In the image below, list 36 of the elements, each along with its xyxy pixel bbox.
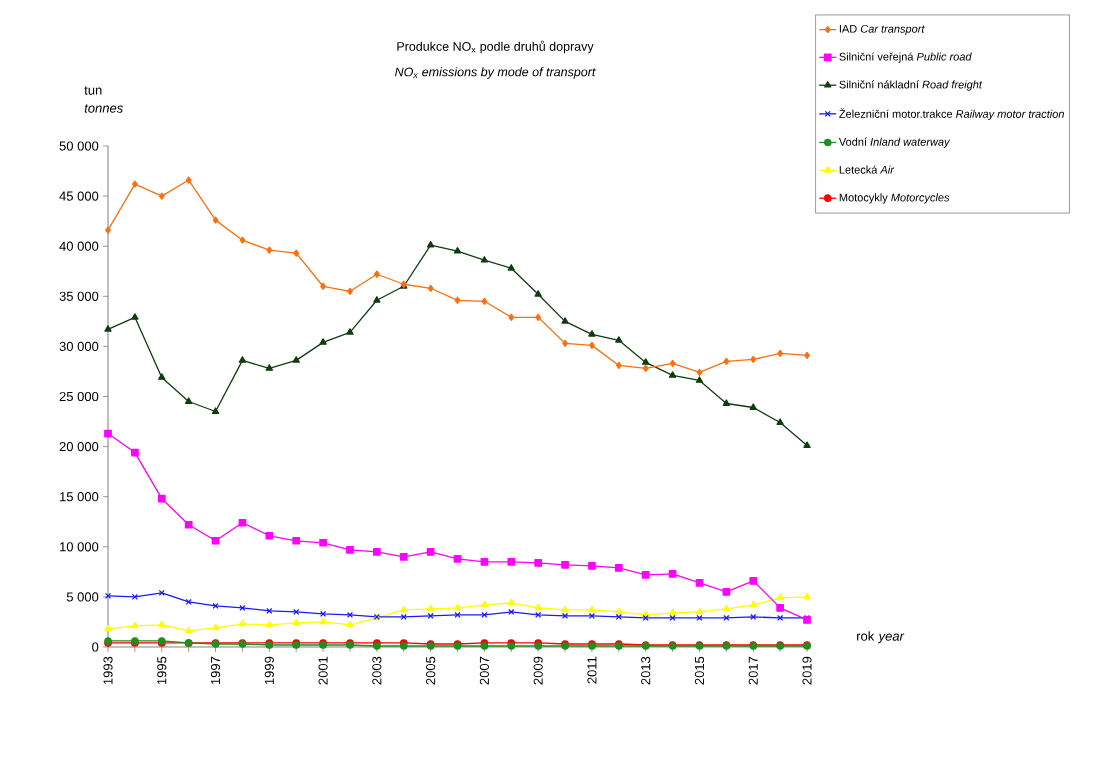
x-tick-label: 2007 xyxy=(479,656,489,685)
y-tick-label: 15 000 xyxy=(60,492,99,502)
y-tick-label: 50 000 xyxy=(59,141,99,151)
y-tick-label: 45 000 xyxy=(59,191,99,201)
legend-label: Silniční veřejná Public road xyxy=(839,52,972,63)
y-tick-label: 10 000 xyxy=(60,542,99,552)
chart-title: Produkce NO$_{x}$ podle druhů dopravy xyxy=(397,40,594,54)
x-tick-label: 1997 xyxy=(210,656,221,685)
y-tick-label: 20 000 xyxy=(59,441,99,452)
chart-subtitle: NO$_{x}$ emissions by mode of transport xyxy=(395,67,596,79)
legend-label: IAD Car transport xyxy=(839,24,925,35)
x-tick-label: 2019 xyxy=(802,656,812,685)
y-tick-label: 40 000 xyxy=(59,241,99,251)
legend-label: Motocykly Motorcycles xyxy=(839,193,950,204)
y-tick-label: 5 000 xyxy=(66,592,99,602)
x-tick-label: 2015 xyxy=(694,656,705,685)
x-tick-label: 2011 xyxy=(587,656,597,684)
y-axis-title: tun tonnes xyxy=(84,86,123,113)
y-tick-label: 35 000 xyxy=(59,291,99,301)
x-tick-label: 2001 xyxy=(318,656,328,685)
x-tick-label: 2017 xyxy=(748,656,758,685)
x-tick-label: 2009 xyxy=(533,656,543,685)
y-tick-label: 0 xyxy=(92,642,99,652)
y-tick-label: 25 000 xyxy=(59,391,99,402)
y-tick-label: 30 000 xyxy=(59,341,99,351)
legend-label: Silniční nákladní Road freight xyxy=(839,80,983,91)
x-tick-label: 2003 xyxy=(372,656,382,685)
x-axis-title: rok year xyxy=(857,631,905,644)
x-tick-label: 1999 xyxy=(264,656,274,685)
legend-label: Letecká Air xyxy=(839,165,895,174)
x-tick-label: 2005 xyxy=(426,656,436,685)
legend-label: Železniční motor.trakce Railway motor traction xyxy=(839,108,1064,121)
x-tick-label: 1995 xyxy=(157,656,167,685)
legend-label: Vodní Inland waterway xyxy=(838,137,951,148)
x-tick-label: 2013 xyxy=(641,656,651,685)
x-tick-label: 1993 xyxy=(103,656,113,685)
